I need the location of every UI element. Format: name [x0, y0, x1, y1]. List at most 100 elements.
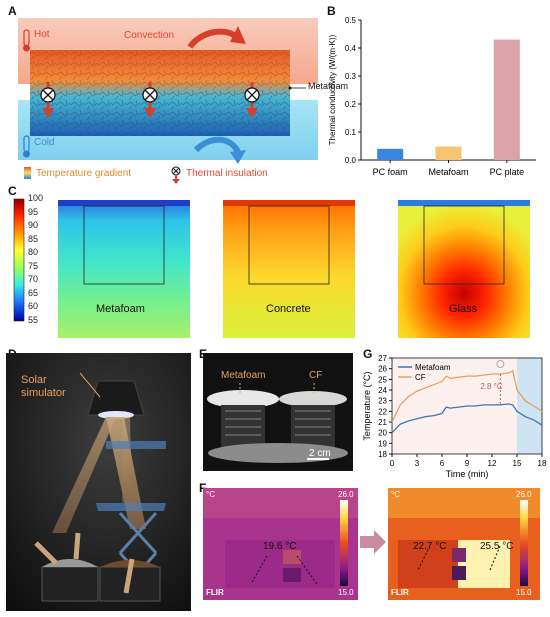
- temperature-gradient-icon: [24, 167, 31, 179]
- left-max-label: 26.0: [338, 490, 354, 499]
- x-tick-label: 0: [390, 459, 395, 468]
- bar: [435, 146, 462, 160]
- cold-label: Cold: [34, 137, 55, 148]
- left-temp-annotation: 19.6 °C: [263, 541, 297, 552]
- insulation-marker-3: [244, 82, 260, 118]
- hot-label: Hot: [34, 29, 50, 40]
- colorbar: [13, 198, 25, 322]
- right-max-label: 26.0: [516, 490, 532, 499]
- colorbar-tick: 65: [28, 287, 39, 298]
- thermal-insulation-icon: [171, 166, 181, 184]
- y-tick-label: 18: [378, 450, 387, 459]
- colorbar-tick: 70: [28, 274, 39, 285]
- x-tick-label: 15: [513, 459, 522, 468]
- y-tick-label: 24: [378, 386, 387, 395]
- x-tick-label: 3: [415, 459, 420, 468]
- colorbar-tick: 85: [28, 233, 39, 244]
- x-tick-label: Metafoam: [428, 167, 468, 177]
- cf-sample-label: CF: [309, 370, 323, 381]
- bar: [493, 39, 520, 160]
- colorbar-tick: 55: [28, 315, 39, 325]
- colorbar-tick: 95: [28, 206, 39, 217]
- panel-c-simulations: [13, 198, 530, 338]
- right-flir-logo: FLIR: [391, 588, 409, 597]
- bar: [377, 148, 404, 160]
- legend-label: Metafoam: [415, 363, 451, 372]
- left-unit-label: °C: [206, 490, 215, 499]
- panel-label-f: F: [199, 481, 207, 495]
- x-tick-label: PC foam: [373, 167, 408, 177]
- y-tick-label: 22: [378, 407, 387, 416]
- colorbar-tick: 80: [28, 247, 39, 258]
- colorbar-tick: 100: [28, 193, 44, 203]
- temperature-gradient-label: Temperature gradient: [36, 168, 132, 179]
- glass-sim-label: Glass: [449, 303, 478, 315]
- x-tick-label: 18: [538, 459, 547, 468]
- solar-simulator-label: Solar simulator: [21, 374, 66, 399]
- thermal-image-left: [203, 488, 358, 600]
- panel-label-a: A: [8, 4, 17, 18]
- y-tick-label: 0.5: [345, 16, 357, 25]
- thermal-insulation-label: Thermal insulation: [186, 168, 268, 179]
- panel-label-g: G: [363, 347, 373, 361]
- insulation-marker-1: [40, 82, 56, 118]
- x-tick-label: PC plate: [490, 167, 525, 177]
- convection-label: Convection: [124, 30, 175, 41]
- lightbulb-icon: [496, 360, 505, 368]
- y-tick-label: 21: [378, 418, 387, 427]
- y-tick-label: 0.4: [345, 44, 357, 53]
- y-tick-label: 23: [378, 397, 387, 406]
- colorbar-tick: 75: [28, 260, 39, 271]
- thermal-image-right: [388, 488, 540, 600]
- series-line-0: [391, 403, 543, 434]
- right-min-label: 15.0: [516, 588, 532, 597]
- left-min-label: 15.0: [338, 588, 354, 597]
- metafoam-simulation: [58, 200, 190, 338]
- colorbar-tick: 60: [28, 301, 39, 312]
- panel-label-c: C: [8, 184, 17, 198]
- x-axis-label: Time (min): [446, 469, 489, 479]
- difference-annotation: 2.8 °C: [480, 382, 503, 391]
- panel-label-b: B: [327, 4, 336, 18]
- y-axis-label: Thermal conductivity (W/(m·K)): [328, 34, 337, 145]
- right-temp-annotation-cf: 25.5 °C: [480, 541, 514, 552]
- insulation-marker-2: [142, 82, 158, 118]
- glass-simulation: [398, 200, 530, 338]
- hot-thermometer-icon: [23, 29, 30, 52]
- samples-photo: [203, 353, 353, 471]
- y-tick-label: 20: [378, 429, 387, 438]
- x-tick-label: 6: [440, 459, 445, 468]
- y-tick-label: 0.2: [345, 100, 357, 109]
- solar-simulator-photo: [6, 353, 191, 611]
- y-axis-label: Temperature (°C): [362, 371, 372, 440]
- x-tick-label: 9: [465, 459, 470, 468]
- panel-a-schematic: [18, 18, 318, 184]
- y-tick-label: 19: [378, 439, 387, 448]
- cold-thermometer-icon: [23, 135, 30, 158]
- y-tick-label: 0.0: [345, 156, 357, 165]
- y-tick-label: 26: [378, 365, 387, 374]
- thermal-conductivity-bar-chart: 0.0 0.1 0.2 0.3 0.4 0.5 PC foam Metafoam PC plat…: [328, 16, 536, 177]
- scale-bar-label: 2 cm: [309, 448, 331, 459]
- concrete-sim-label: Concrete: [266, 303, 311, 315]
- y-tick-label: 25: [378, 375, 387, 384]
- series-line-1: [391, 369, 543, 423]
- right-unit-label: °C: [391, 490, 400, 499]
- cooling-period-shade: [517, 358, 542, 454]
- metafoam-sample-label: Metafoam: [221, 370, 266, 381]
- x-tick-label: 12: [488, 459, 497, 468]
- left-flir-logo: FLIR: [206, 588, 224, 597]
- metafoam-sim-label: Metafoam: [96, 303, 145, 315]
- colorbar-tick: 90: [28, 220, 39, 231]
- y-tick-label: 0.3: [345, 72, 357, 81]
- legend-label: CF: [415, 373, 426, 382]
- right-temp-annotation-metafoam: 22.7 °C: [413, 541, 447, 552]
- metafoam-label: Metafoam: [308, 81, 349, 91]
- cold-convection-arrow-icon: [193, 136, 241, 154]
- transition-arrow-icon: [360, 530, 386, 554]
- y-tick-label: 27: [378, 354, 387, 363]
- concrete-simulation: [223, 200, 355, 338]
- y-tick-label: 0.1: [345, 128, 357, 137]
- heating-period-shade: [392, 358, 517, 454]
